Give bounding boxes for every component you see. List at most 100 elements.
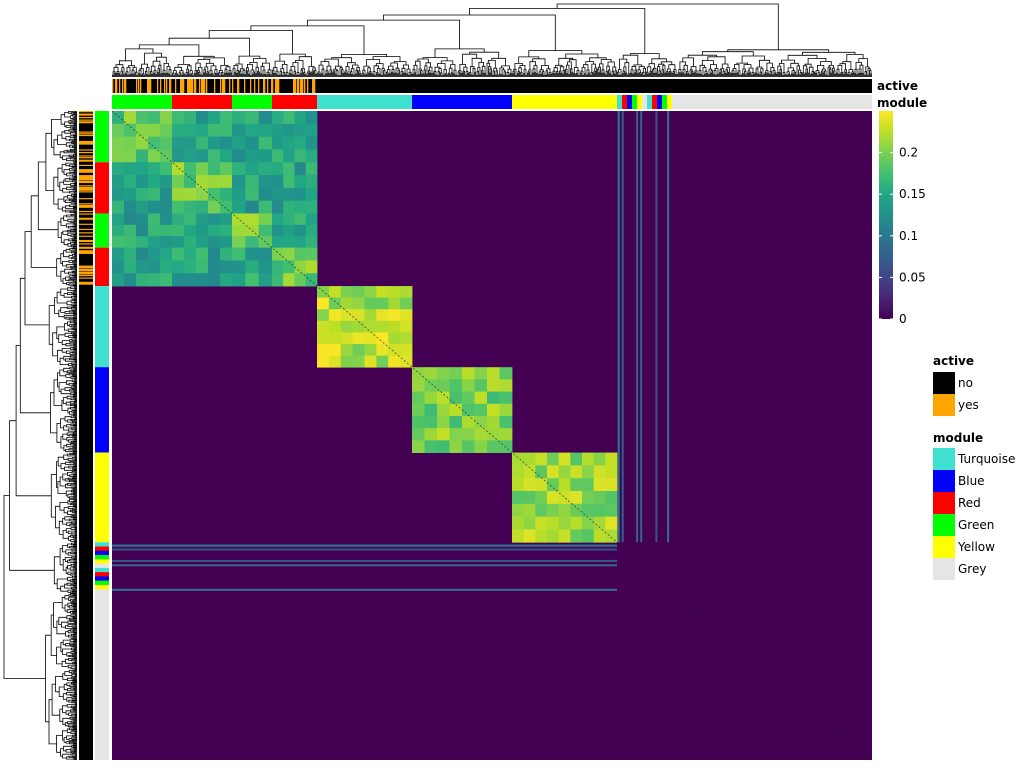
dendrogram-branch [71, 295, 76, 299]
dendrogram-branch [73, 605, 77, 608]
dendrogram-branch [74, 350, 77, 352]
dendrogram-branch [74, 356, 77, 358]
heatmap-cell [294, 136, 307, 150]
heatmap-cell [232, 247, 246, 261]
heatmap-cell [232, 224, 246, 237]
heatmap-cell [136, 236, 149, 249]
active-annotation-tick [149, 79, 151, 93]
active-annotation-tick [220, 79, 222, 93]
dendrogram-branch [73, 220, 77, 222]
dendrogram-branch [558, 57, 574, 66]
dendrogram-branch [60, 463, 66, 470]
dendrogram-branch [275, 70, 279, 76]
dendrogram-branch [682, 72, 684, 77]
dendrogram-branch [842, 61, 852, 70]
dendrogram-branch [71, 194, 75, 197]
dendrogram-branch [646, 66, 652, 73]
heatmap-cell [184, 111, 197, 125]
heatmap-cell [172, 136, 185, 150]
dendrogram-branch [74, 299, 77, 302]
heatmap-cell [605, 452, 618, 466]
dendrogram-branch [282, 72, 285, 77]
dendrogram-branch [71, 674, 76, 677]
dendrogram-branch [291, 73, 293, 77]
dendrogram-branch [73, 171, 77, 174]
dendrogram-branch [228, 70, 232, 74]
row-dendrogram [3, 111, 77, 760]
dendrogram-branch [67, 688, 75, 692]
heatmap-cell [582, 478, 595, 492]
dendrogram-branch [379, 73, 381, 77]
heatmap-cell [272, 187, 284, 202]
dendrogram-branch [73, 688, 77, 690]
dendrogram-branch [74, 542, 77, 544]
dendrogram-branch [163, 63, 169, 71]
dendrogram-branch [74, 705, 77, 707]
dendrogram-branch [257, 71, 260, 77]
dendrogram-branch [238, 55, 261, 64]
dendrogram-branch [408, 74, 410, 77]
module-legend-swatch [933, 514, 955, 536]
active-annotation-tick [79, 111, 93, 113]
dendrogram-branch [73, 304, 77, 307]
dendrogram-branch [308, 66, 315, 72]
dendrogram-branch [70, 751, 77, 754]
dendrogram-branch [70, 119, 77, 122]
dendrogram-branch [153, 72, 155, 77]
dendrogram-branch [67, 559, 74, 564]
dendrogram-branch [64, 604, 68, 612]
module-annotation-cell [672, 95, 678, 109]
dendrogram-branch [64, 130, 71, 134]
dendrogram-branch [74, 455, 77, 457]
heatmap-cell [124, 260, 137, 274]
dendrogram-branch [72, 333, 77, 335]
dendrogram-branch [53, 379, 62, 406]
dendrogram-branch [60, 642, 64, 653]
active-annotation-tick [188, 79, 190, 93]
dendrogram-branch [445, 73, 448, 77]
heatmap-cell [328, 309, 342, 322]
dendrogram-branch [62, 693, 67, 700]
dendrogram-branch [120, 70, 123, 77]
dendrogram-branch [242, 69, 246, 75]
dendrogram-branch [597, 68, 600, 77]
dendrogram-branch [492, 74, 494, 77]
dendrogram-branch [72, 165, 77, 168]
heatmap-cell [449, 440, 463, 453]
dendrogram-branch [391, 68, 395, 74]
heatmap-cell [437, 403, 450, 417]
dendrogram-branch [611, 74, 613, 77]
dendrogram-branch [533, 65, 538, 74]
module-annotation-cell [642, 95, 648, 109]
dendrogram-branch [70, 369, 77, 372]
dendrogram-branch [472, 68, 476, 76]
dendrogram-branch [423, 69, 426, 77]
dendrogram-branch [406, 68, 411, 74]
dendrogram-branch [70, 131, 76, 135]
heatmap-cell [294, 200, 307, 214]
dendrogram-branch [74, 148, 77, 151]
dendrogram-branch [698, 70, 702, 75]
dendrogram-branch [694, 70, 698, 74]
dendrogram-branch [70, 286, 76, 289]
dendrogram-branch [67, 287, 75, 291]
heatmap-cell [124, 187, 137, 202]
dendrogram-branch [72, 284, 77, 286]
dendrogram-branch [219, 75, 221, 77]
dendrogram-branch [61, 131, 66, 139]
active-annotation-tick [79, 122, 93, 124]
module-annotation-cell [632, 95, 638, 109]
dendrogram-branch [559, 70, 562, 77]
dendrogram-branch [73, 211, 77, 214]
heatmap-cell [462, 428, 475, 441]
heatmap-cell [258, 187, 273, 202]
dendrogram-branch [63, 454, 69, 460]
active-annotation-tick [112, 79, 114, 93]
dendrogram-branch [70, 299, 75, 303]
heatmap-cell [136, 187, 149, 202]
active-annotation-tick [301, 79, 303, 93]
dendrogram-branch [73, 415, 77, 417]
dendrogram-branch [417, 58, 429, 63]
dendrogram-branch [741, 74, 743, 77]
